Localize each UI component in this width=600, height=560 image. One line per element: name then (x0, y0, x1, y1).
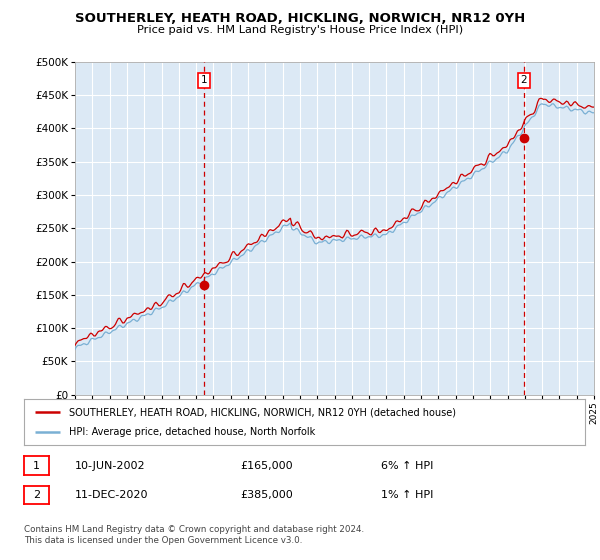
Text: Contains HM Land Registry data © Crown copyright and database right 2024.
This d: Contains HM Land Registry data © Crown c… (24, 525, 364, 545)
Text: 1: 1 (200, 75, 207, 85)
Text: 2: 2 (33, 490, 40, 500)
Text: Price paid vs. HM Land Registry's House Price Index (HPI): Price paid vs. HM Land Registry's House … (137, 25, 463, 35)
Text: 2: 2 (521, 75, 527, 85)
Text: 6% ↑ HPI: 6% ↑ HPI (381, 461, 433, 471)
Text: 1% ↑ HPI: 1% ↑ HPI (381, 490, 433, 500)
Text: 10-JUN-2002: 10-JUN-2002 (75, 461, 146, 471)
Text: £385,000: £385,000 (240, 490, 293, 500)
Text: HPI: Average price, detached house, North Norfolk: HPI: Average price, detached house, Nort… (69, 427, 315, 437)
Text: 1: 1 (33, 461, 40, 470)
Text: 11-DEC-2020: 11-DEC-2020 (75, 490, 149, 500)
Text: SOUTHERLEY, HEATH ROAD, HICKLING, NORWICH, NR12 0YH: SOUTHERLEY, HEATH ROAD, HICKLING, NORWIC… (75, 12, 525, 25)
Text: SOUTHERLEY, HEATH ROAD, HICKLING, NORWICH, NR12 0YH (detached house): SOUTHERLEY, HEATH ROAD, HICKLING, NORWIC… (69, 407, 456, 417)
Text: £165,000: £165,000 (240, 461, 293, 471)
